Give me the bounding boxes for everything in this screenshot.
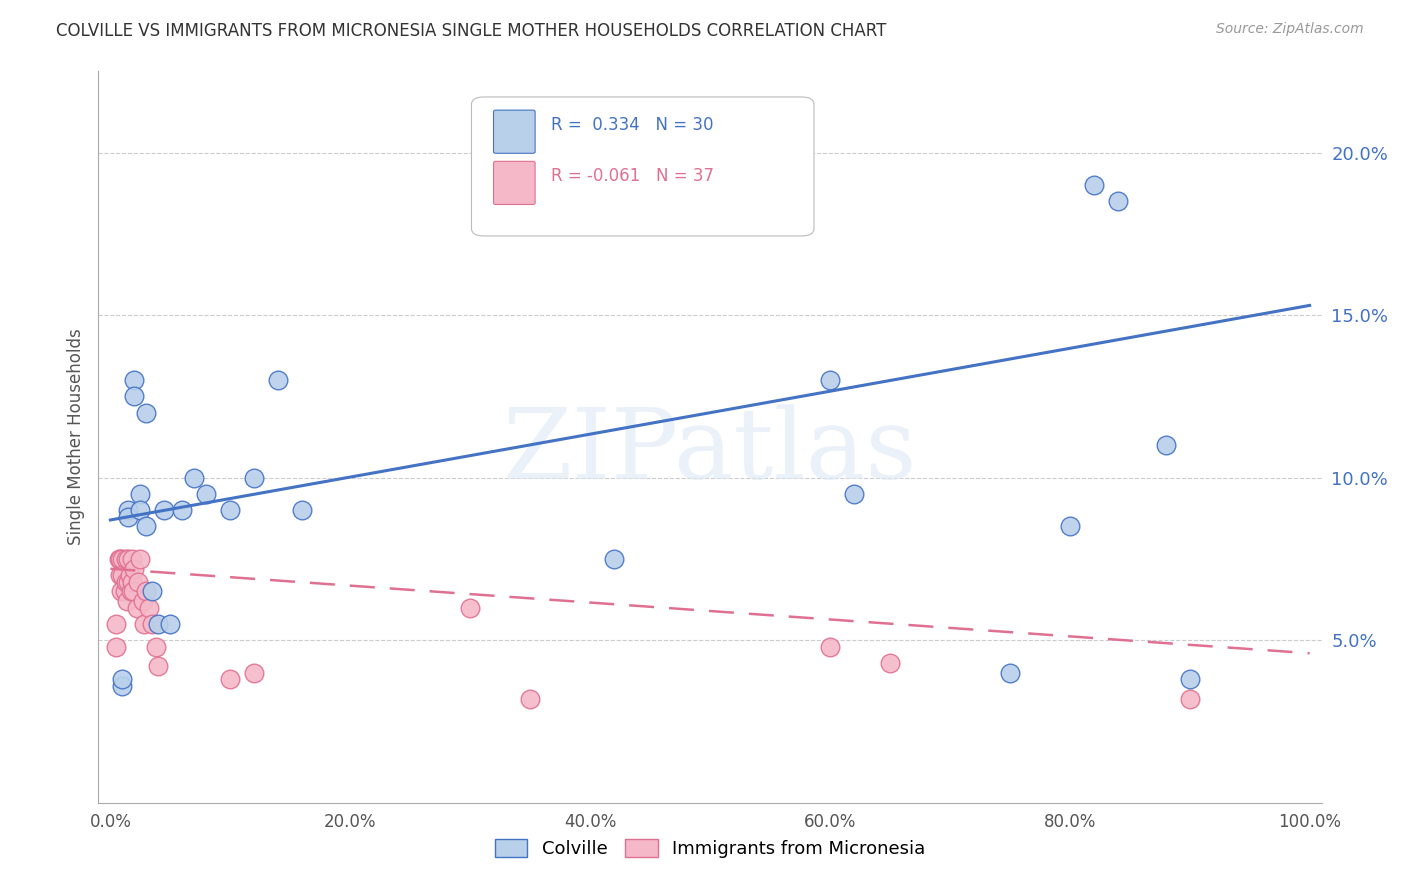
Point bbox=[148, 659, 170, 673]
Point bbox=[138, 600, 160, 615]
Point bbox=[1178, 673, 1201, 687]
Point bbox=[129, 503, 152, 517]
Point bbox=[159, 617, 181, 632]
Point bbox=[117, 503, 139, 517]
FancyBboxPatch shape bbox=[494, 110, 536, 153]
Point bbox=[148, 617, 170, 632]
Point bbox=[818, 640, 841, 654]
FancyBboxPatch shape bbox=[471, 97, 814, 236]
Point bbox=[135, 406, 157, 420]
Text: ZIPatlas: ZIPatlas bbox=[503, 404, 917, 500]
Point bbox=[243, 471, 266, 485]
Point bbox=[519, 691, 541, 706]
Point bbox=[818, 373, 841, 387]
Point bbox=[124, 389, 146, 403]
Point bbox=[141, 617, 163, 632]
Point bbox=[132, 594, 155, 608]
Point bbox=[195, 487, 218, 501]
Legend: Colville, Immigrants from Micronesia: Colville, Immigrants from Micronesia bbox=[485, 830, 935, 867]
Text: R =  0.334   N = 30: R = 0.334 N = 30 bbox=[551, 116, 713, 134]
Point bbox=[105, 617, 128, 632]
Point bbox=[121, 552, 143, 566]
Point bbox=[267, 373, 290, 387]
Point bbox=[108, 552, 131, 566]
Point bbox=[135, 519, 157, 533]
Point bbox=[111, 679, 134, 693]
Text: Source: ZipAtlas.com: Source: ZipAtlas.com bbox=[1216, 22, 1364, 37]
Y-axis label: Single Mother Households: Single Mother Households bbox=[66, 329, 84, 545]
Point bbox=[1154, 438, 1177, 452]
Point bbox=[145, 640, 167, 654]
Point bbox=[1107, 194, 1129, 209]
Point bbox=[118, 568, 141, 582]
Point bbox=[998, 665, 1021, 680]
Point bbox=[132, 617, 155, 632]
Point bbox=[115, 552, 138, 566]
Point bbox=[127, 574, 149, 589]
Point bbox=[117, 552, 139, 566]
Point bbox=[125, 600, 148, 615]
Point bbox=[124, 373, 146, 387]
Point bbox=[108, 552, 129, 566]
Point bbox=[458, 600, 481, 615]
Point bbox=[129, 487, 152, 501]
Point bbox=[105, 640, 128, 654]
Point bbox=[172, 503, 194, 517]
Point bbox=[141, 584, 163, 599]
Point bbox=[111, 673, 134, 687]
Point bbox=[115, 594, 138, 608]
Point bbox=[115, 574, 138, 589]
Point bbox=[219, 503, 242, 517]
Point bbox=[1059, 519, 1081, 533]
Point bbox=[120, 584, 142, 599]
Point bbox=[117, 509, 139, 524]
Point bbox=[842, 487, 865, 501]
Point bbox=[110, 584, 132, 599]
Point bbox=[111, 552, 134, 566]
Point bbox=[183, 471, 205, 485]
Point bbox=[108, 568, 131, 582]
Point bbox=[111, 568, 134, 582]
Point bbox=[117, 574, 139, 589]
Text: COLVILLE VS IMMIGRANTS FROM MICRONESIA SINGLE MOTHER HOUSEHOLDS CORRELATION CHAR: COLVILLE VS IMMIGRANTS FROM MICRONESIA S… bbox=[56, 22, 887, 40]
Point bbox=[1178, 691, 1201, 706]
Point bbox=[879, 656, 901, 670]
Point bbox=[121, 574, 143, 589]
FancyBboxPatch shape bbox=[494, 161, 536, 204]
Point bbox=[243, 665, 266, 680]
Point bbox=[219, 673, 242, 687]
Point bbox=[291, 503, 314, 517]
Point bbox=[129, 552, 152, 566]
Text: R = -0.061   N = 37: R = -0.061 N = 37 bbox=[551, 167, 714, 185]
Point bbox=[122, 584, 145, 599]
Point bbox=[114, 584, 136, 599]
Point bbox=[153, 503, 176, 517]
Point bbox=[603, 552, 626, 566]
Point bbox=[1083, 178, 1105, 193]
Point bbox=[124, 562, 146, 576]
Point bbox=[135, 584, 157, 599]
